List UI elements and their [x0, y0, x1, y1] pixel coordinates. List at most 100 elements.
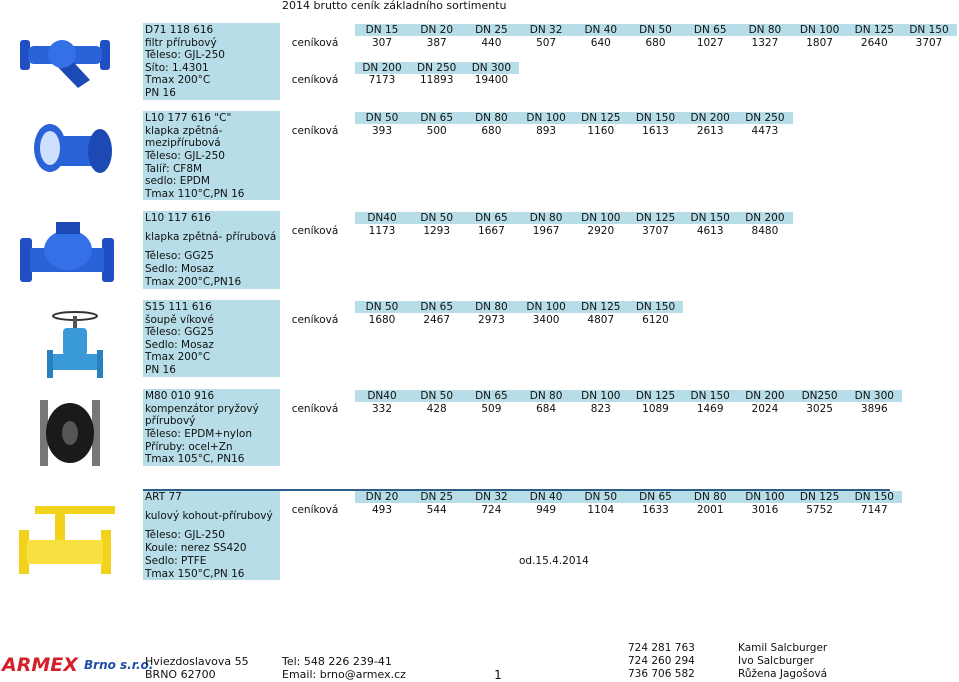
phone: 724 281 763	[628, 642, 695, 654]
size-header: DN 150	[690, 212, 730, 224]
price: 1089	[642, 403, 669, 415]
description-line: přírubový	[145, 415, 196, 427]
product-code: L10 177 616 "C"	[145, 112, 232, 124]
size-header: DN 80	[475, 301, 508, 313]
size-header: DN 200	[690, 112, 730, 124]
product-code: D71 118 616	[145, 24, 214, 36]
price: 684	[536, 403, 557, 415]
contact-name: Kamil Salcburger	[738, 642, 828, 654]
price: 387	[426, 37, 447, 49]
size-header: DN 200	[362, 62, 402, 74]
product-code: M80 010 916	[145, 390, 215, 402]
description-line: kompenzátor pryžový	[145, 403, 259, 415]
size-header: DN 100	[581, 212, 621, 224]
price-label: ceníková	[291, 225, 339, 237]
description-line: Koule: nerez SS420	[145, 542, 247, 554]
price: 1293	[423, 225, 451, 237]
price: 680	[481, 125, 502, 137]
description-line: Tmax 200°C	[145, 74, 211, 86]
price: 332	[371, 403, 393, 415]
swing-valve-icon	[20, 222, 114, 282]
price: 507	[536, 37, 557, 49]
price: 4807	[587, 314, 615, 326]
price: 680	[645, 37, 666, 49]
price: 19400	[474, 74, 509, 86]
address-line: BRNO 62700	[145, 668, 216, 681]
phone: 736 706 582	[628, 668, 695, 680]
size-header: DN 100	[581, 390, 621, 402]
price: 1160	[587, 125, 615, 137]
description-line: Těleso: GG25	[145, 326, 214, 338]
compensator-icon	[40, 400, 100, 466]
size-header: DN 150	[690, 390, 730, 402]
size-header: DN 80	[693, 491, 727, 503]
description-line: Síto: 1.4301	[145, 62, 209, 74]
size-header: DN 100	[526, 301, 566, 313]
size-header: DN 150	[635, 301, 676, 313]
price: 1633	[642, 504, 669, 516]
price: 1027	[696, 37, 724, 49]
size-header: DN 32	[529, 24, 563, 36]
size-header: DN 80	[529, 212, 563, 224]
price: 3707	[642, 225, 669, 237]
size-header: DN 50	[584, 491, 618, 503]
description-background	[143, 211, 280, 289]
description-line: Těleso: GJL-250	[145, 529, 225, 541]
size-header: DN 20	[420, 24, 454, 36]
description-line: PN 16	[145, 87, 176, 99]
price: 893	[536, 125, 557, 137]
price: 3400	[532, 314, 560, 326]
logo-suffix: Brno s.r.o.	[84, 658, 154, 672]
size-header: DN 300	[854, 390, 894, 402]
address-line: Hviezdoslavova 55	[145, 655, 249, 668]
size-header: DN 25	[420, 491, 454, 503]
description-line: Talíř: CF8M	[145, 163, 203, 175]
size-header: DN 65	[475, 390, 508, 402]
size-header-background	[355, 112, 793, 124]
price-label: ceníková	[291, 314, 339, 326]
size-header: DN 80	[748, 24, 782, 36]
size-header: DN 125	[799, 491, 840, 503]
description-line: Tmax 150°C,PN 16	[145, 568, 245, 580]
size-header: DN 125	[854, 24, 894, 36]
size-header: DN40	[367, 390, 397, 402]
description-line: PN 16	[145, 364, 176, 376]
page-number: 1	[494, 668, 502, 682]
check-valve-icon	[34, 124, 112, 173]
description-line: Tmax 110°C,PN 16	[145, 188, 245, 200]
price: 2613	[696, 125, 724, 137]
price: 724	[481, 504, 502, 516]
size-header: DN 40	[584, 24, 618, 36]
size-header: DN 125	[581, 301, 621, 313]
price: 3896	[860, 403, 888, 415]
size-header: DN 15	[365, 24, 399, 36]
description-line: Tmax 200°C	[145, 351, 211, 363]
price-label: ceníková	[291, 403, 339, 415]
size-header: DN 20	[365, 491, 399, 503]
description-line: Tmax 200°C,PN16	[145, 276, 242, 288]
price: 2024	[751, 403, 779, 415]
description-line: šoupě víkové	[145, 314, 214, 326]
price: 1613	[642, 125, 669, 137]
size-header: DN 65	[420, 301, 454, 313]
price: 640	[590, 37, 611, 49]
description-line: Příruby: ocel+Zn	[145, 441, 233, 453]
price: 949	[536, 504, 557, 516]
description-line: klapka zpětná- přírubová	[145, 231, 277, 243]
description-line: klapka zpětná-	[145, 125, 223, 137]
description-line: sedlo: EPDM	[145, 175, 210, 187]
product-code: L10 117 616	[145, 212, 211, 224]
price: 500	[426, 125, 447, 137]
description-background	[143, 490, 280, 580]
size-header: DN 50	[365, 301, 399, 313]
price: 1680	[368, 314, 396, 326]
description-background	[143, 389, 280, 466]
price-label: ceníková	[291, 125, 339, 137]
size-header: DN 65	[420, 112, 454, 124]
price-label: ceníková	[291, 504, 339, 516]
size-header: DN 200	[745, 390, 785, 402]
price: 428	[426, 403, 447, 415]
price: 7147	[860, 504, 888, 516]
size-header: DN 80	[529, 390, 563, 402]
size-header: DN 65	[693, 24, 727, 36]
